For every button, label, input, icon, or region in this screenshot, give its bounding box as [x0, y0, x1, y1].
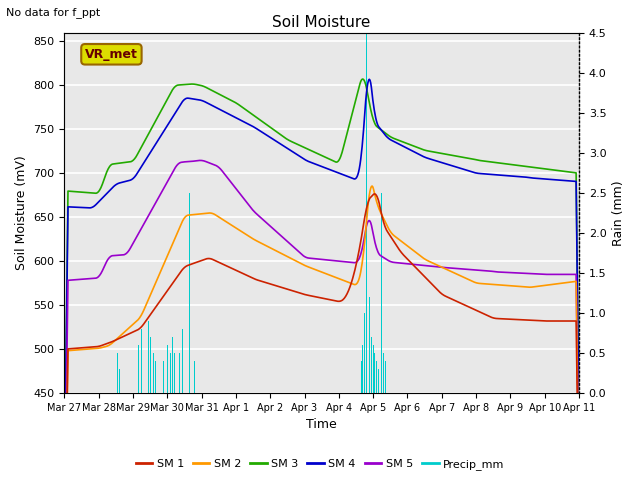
Bar [383, 353, 384, 393]
Bar [153, 353, 154, 393]
Bar [148, 321, 149, 393]
Bar [141, 329, 142, 393]
Bar [167, 345, 168, 393]
Bar [367, 321, 369, 393]
Bar [170, 353, 171, 393]
Bar [362, 345, 364, 393]
Legend: SM 1, SM 2, SM 3, SM 4, SM 5, Precip_mm: SM 1, SM 2, SM 3, SM 4, SM 5, Precip_mm [131, 455, 509, 474]
Bar [163, 361, 164, 393]
Bar [173, 353, 175, 393]
Title: Soil Moisture: Soil Moisture [273, 15, 371, 30]
Bar [381, 193, 382, 393]
Bar [366, 33, 367, 393]
Bar [172, 337, 173, 393]
Bar [376, 361, 377, 393]
Bar [361, 361, 362, 393]
Bar [369, 297, 370, 393]
Bar [155, 361, 156, 393]
Bar [117, 353, 118, 393]
Text: No data for f_ppt: No data for f_ppt [6, 7, 100, 18]
Bar [374, 353, 375, 393]
Bar [182, 329, 183, 393]
Bar [371, 337, 372, 393]
Bar [378, 369, 379, 393]
Bar [119, 369, 120, 393]
Bar [364, 313, 365, 393]
Bar [372, 345, 374, 393]
Bar [189, 193, 190, 393]
Text: VR_met: VR_met [85, 48, 138, 61]
Y-axis label: Soil Moisture (mV): Soil Moisture (mV) [15, 156, 28, 270]
Bar [179, 353, 180, 393]
Bar [138, 345, 139, 393]
Y-axis label: Rain (mm): Rain (mm) [612, 180, 625, 246]
X-axis label: Time: Time [307, 419, 337, 432]
